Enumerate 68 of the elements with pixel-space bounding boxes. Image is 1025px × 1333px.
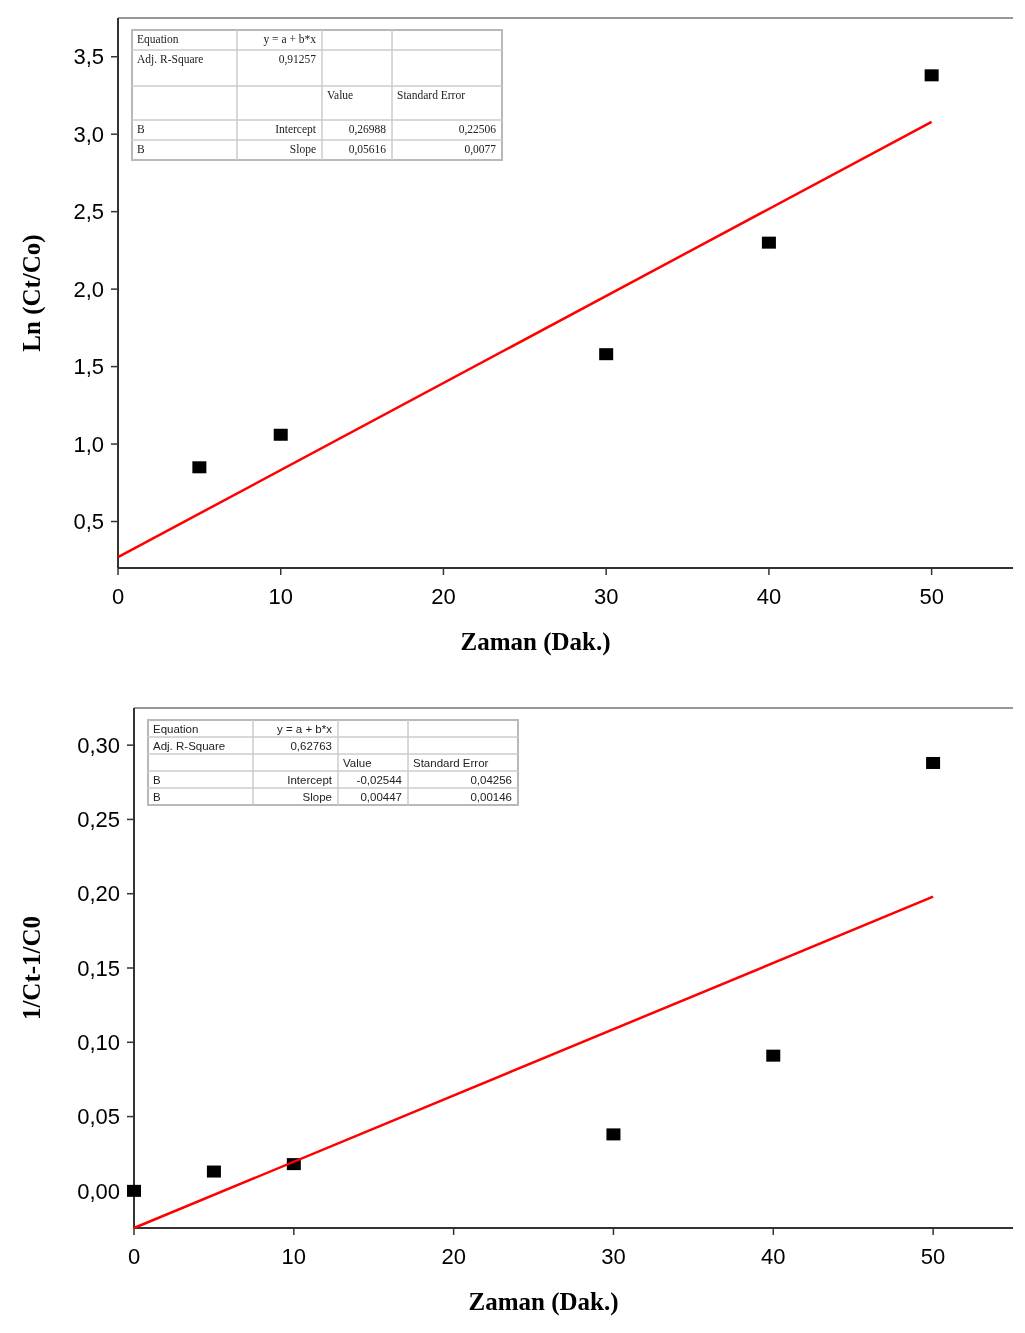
x-tick-label: 30 <box>593 584 619 609</box>
point <box>206 1165 221 1178</box>
y-tick-label: 1,0 <box>73 431 104 457</box>
annotation: Adj. R-Square <box>137 53 204 66</box>
annotation: B <box>137 143 145 155</box>
annotation: Equation <box>153 723 199 735</box>
x-tick-label: 30 <box>601 1244 626 1269</box>
point <box>599 348 614 361</box>
x-tick-label: 0 <box>111 584 125 609</box>
x-tick-label: 40 <box>756 584 782 609</box>
point <box>926 756 941 769</box>
y-tick-label: 0,30 <box>77 732 120 758</box>
point <box>127 1184 141 1197</box>
annotation: Value <box>327 89 354 101</box>
x-tick-label: 50 <box>919 584 944 609</box>
y-tick-label: 0,05 <box>77 1104 120 1130</box>
y-tick-label: 1,5 <box>73 354 104 380</box>
x-tick-label: 40 <box>761 1244 786 1269</box>
annotation: 0,0077 <box>464 143 497 156</box>
y-axis-title: Ln (Ct/Co) <box>18 234 46 352</box>
x-tick-label: 50 <box>920 1244 946 1269</box>
annotation: 0,05616 <box>348 143 387 156</box>
x-tick-label: 0 <box>127 1244 141 1269</box>
annotation: B <box>153 791 161 803</box>
y-tick-label: 3,5 <box>73 44 104 70</box>
annotation: Intercept <box>287 774 333 786</box>
annotation: 0,91257 <box>278 53 317 66</box>
y-tick-label: 0,5 <box>73 509 104 535</box>
x-tick-label: 10 <box>281 1244 307 1269</box>
annotation: 0,00447 <box>360 791 402 803</box>
annotation: Slope <box>289 143 316 156</box>
annotation: -0,02544 <box>356 774 403 786</box>
annotation: 0,00146 <box>470 791 512 803</box>
x-axis-title: Zaman (Dak.) <box>460 628 611 656</box>
annotation: 0,62763 <box>290 740 332 752</box>
y-tick-label: 0,25 <box>77 807 120 833</box>
point <box>761 236 776 249</box>
point <box>924 69 939 82</box>
annotation: B <box>137 123 145 135</box>
y-tick-label: 2,5 <box>73 199 104 225</box>
point <box>606 1128 621 1141</box>
annotation: Slope <box>302 791 332 803</box>
annotation: Adj. R-Square <box>153 740 226 752</box>
y-tick-label: 0,20 <box>77 881 120 907</box>
annotation: Intercept <box>275 123 317 136</box>
annotation: y = a + b*x <box>263 33 317 46</box>
annotation: Equation <box>137 33 179 46</box>
y-tick-label: 0,00 <box>77 1178 120 1204</box>
y-tick-label: 2,0 <box>73 276 104 302</box>
point <box>766 1049 781 1062</box>
x-tick-label: 10 <box>268 584 293 609</box>
annotation: 0,26988 <box>348 123 387 136</box>
x-tick-label: 20 <box>431 584 456 609</box>
x-tick-label: 20 <box>441 1244 466 1269</box>
y-tick-label: 0,10 <box>77 1029 120 1055</box>
annotation: Value <box>343 757 372 769</box>
annotation: 0,22506 <box>458 123 497 136</box>
annotation: y = a + b*x <box>277 723 333 735</box>
annotation: B <box>153 774 161 786</box>
point <box>273 428 288 441</box>
x-axis-title: Zaman (Dak.) <box>468 1288 619 1316</box>
annotation: 0,04256 <box>470 774 512 786</box>
point <box>192 461 207 474</box>
annotation: Standard Error <box>397 89 466 101</box>
y-axis-title: 1/Ct-1/C0 <box>18 915 45 1021</box>
y-tick-label: 3,0 <box>73 121 104 147</box>
y-tick-label: 0,15 <box>77 955 120 981</box>
annotation: Standard Error <box>413 757 489 769</box>
